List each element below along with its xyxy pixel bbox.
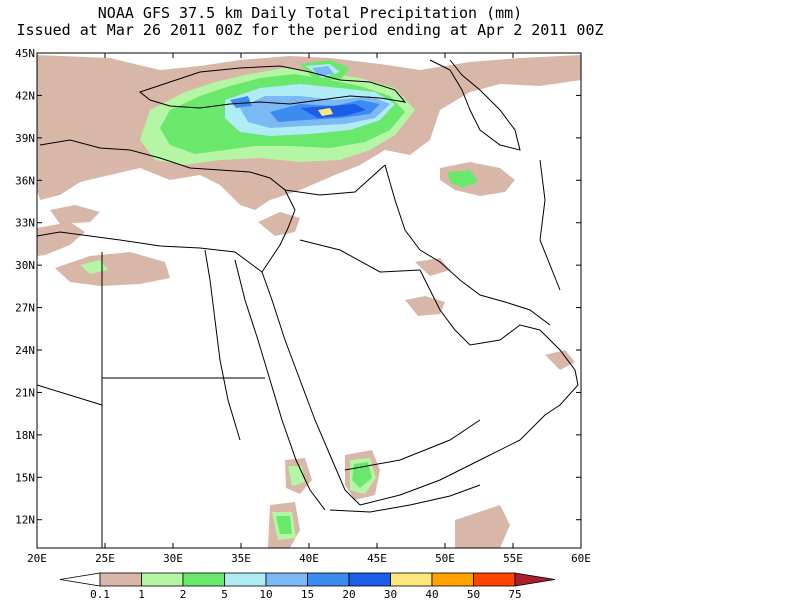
legend-color-swatch [307, 572, 350, 587]
lon-tick-label: 45E [367, 552, 387, 565]
precip-green-iran [448, 170, 478, 188]
legend-threshold-label: 30 [384, 588, 397, 600]
precip-dark-blue-turkey [300, 104, 366, 118]
precip-yellow-peak [318, 108, 333, 116]
legend-color-swatch [390, 572, 433, 587]
legend-threshold-label: 15 [301, 588, 314, 600]
precip-green-yemen [352, 462, 372, 488]
legend-threshold-label: 5 [221, 588, 228, 600]
lon-tick-label: 20E [27, 552, 47, 565]
legend-threshold-label: 2 [180, 588, 187, 600]
lat-tick-label: 18N [15, 429, 35, 442]
red-sea-west-coast [234, 259, 326, 511]
persian-gulf-east [419, 249, 551, 326]
lat-tick-label: 27N [15, 302, 35, 315]
caspian-sea-coast [429, 59, 521, 151]
lat-tick-label: 36N [15, 174, 35, 187]
lon-tick-label: 40E [299, 552, 319, 565]
arabia-south-coast [359, 414, 546, 506]
precip-area-crete [50, 205, 100, 224]
precipitation-legend: 0.1 1 2 5 10 15 20 30 40 50 75 [59, 572, 556, 600]
border-iraq-iran [384, 164, 421, 251]
lon-tick-label: 25E [95, 552, 115, 565]
lat-tick-label: 21N [15, 386, 35, 399]
legend-color-swatch [514, 572, 556, 587]
border-turkey-syria [284, 164, 386, 196]
legend-color-swatch [431, 572, 474, 587]
map-content [37, 55, 581, 548]
legend-color-swatch [59, 572, 101, 587]
precip-shading [37, 55, 581, 548]
lat-tick-label: 33N [15, 217, 35, 230]
oman-coast [539, 329, 579, 416]
map-title-line-1: NOAA GFS 37.5 km Daily Total Precipitati… [97, 4, 523, 22]
latitude-axis: 45N 42N 39N 36N 33N 30N 27N 24N 21N 18N 15N 12N [15, 47, 581, 527]
lat-tick-label: 15N [15, 471, 35, 484]
lat-tick-label: 39N [15, 132, 35, 145]
border-saudi-north [299, 239, 421, 273]
gulf-of-aden-coast [329, 484, 481, 513]
lon-tick-label: 50E [435, 552, 455, 565]
levant-coast [261, 209, 296, 273]
precip-area-caucasus-east [440, 162, 515, 196]
lat-tick-label: 24N [15, 344, 35, 357]
legend-threshold-label: 40 [425, 588, 438, 600]
lat-tick-label: 42N [15, 89, 35, 102]
legend-threshold-label: 50 [467, 588, 480, 600]
legend-color-swatch [141, 572, 184, 587]
legend-color-swatch [265, 572, 308, 587]
precip-area-cyprus-band [37, 222, 85, 256]
legend-threshold-label: 0.1 [90, 588, 110, 600]
map-title-line-2: Issued at Mar 26 2011 00Z for the period… [16, 21, 604, 39]
lat-tick-label: 12N [15, 514, 35, 527]
legend-threshold-label: 10 [259, 588, 272, 600]
legend-color-swatch [473, 572, 516, 587]
border-chad [37, 384, 103, 548]
map-outlines [37, 59, 579, 548]
precip-area-sinai [258, 212, 300, 236]
turkey-south-coast [39, 139, 296, 211]
lon-tick-label: 35E [231, 552, 251, 565]
precip-area-persian-gulf [405, 296, 445, 316]
lon-tick-label: 55E [503, 552, 523, 565]
precip-green-ethiopia [276, 516, 292, 534]
border-saudi-yemen [344, 419, 481, 471]
longitude-axis: 20E 25E 30E 35E 40E 45E 50E 55E 60E [27, 53, 591, 565]
precip-area-somalia [455, 505, 510, 548]
nile-river [204, 249, 241, 441]
precip-area-oman [545, 350, 575, 370]
legend-color-swatch [182, 572, 225, 587]
legend-threshold-label: 20 [342, 588, 355, 600]
precip-area-iran-south [415, 258, 450, 276]
red-sea-east-coast [261, 271, 361, 506]
legend-threshold-label: 1 [138, 588, 145, 600]
precip-area-egypt-north [55, 252, 170, 286]
north-africa-coast [37, 231, 263, 273]
border-iran-afghan [539, 159, 561, 291]
lon-tick-label: 60E [571, 552, 591, 565]
legend-threshold-label: 75 [508, 588, 521, 600]
black-sea-coast [138, 65, 407, 109]
lat-tick-label: 45N [15, 47, 35, 60]
precip-light-green-egypt [80, 260, 108, 274]
legend-color-swatch [224, 572, 267, 587]
precip-mid-blue-west [230, 96, 252, 108]
legend-color-swatch [99, 572, 142, 587]
lat-tick-label: 30N [15, 259, 35, 272]
lon-tick-label: 30E [163, 552, 183, 565]
legend-color-swatch [348, 572, 391, 587]
persian-gulf-west [419, 269, 541, 346]
